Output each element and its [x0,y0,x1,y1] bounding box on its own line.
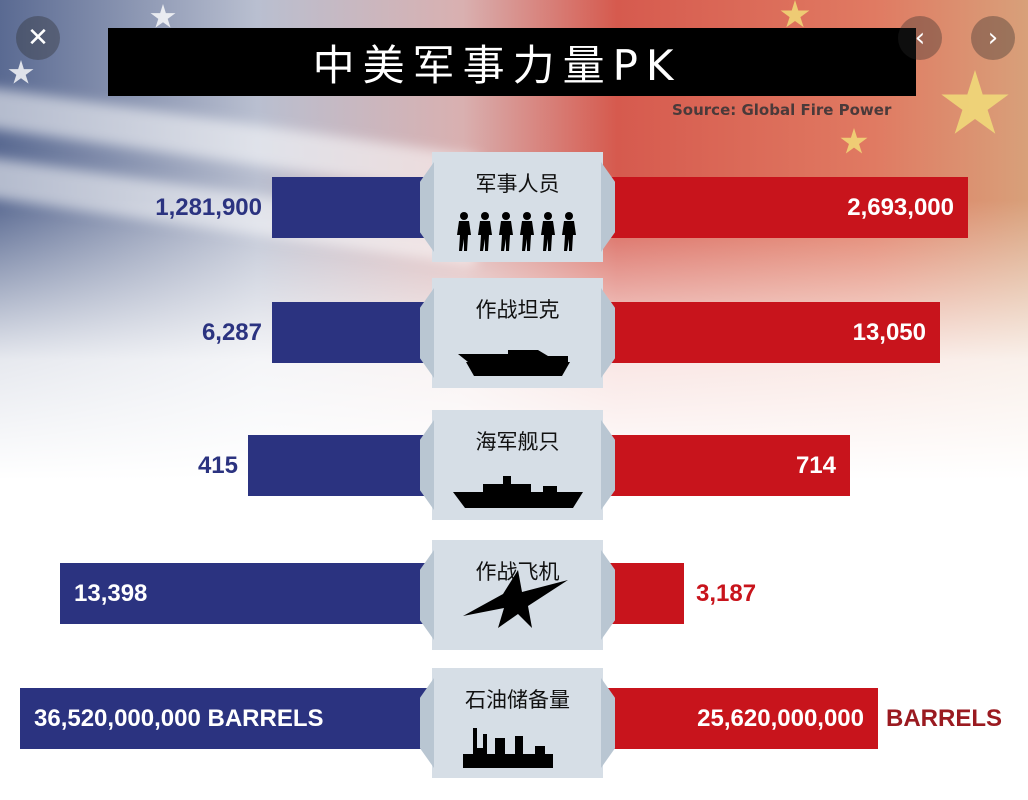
right-bar [603,563,684,624]
category-panel: 海军舰只 [432,410,603,520]
star-icon [940,70,1010,140]
right-value-label: 13,050 [852,319,926,346]
source-note: Source: Global Fire Power [672,101,892,119]
chevron-right-icon: › [987,23,999,53]
category-panel: 作战坦克 [432,278,603,388]
category-panel: 军事人员 [432,152,603,262]
close-icon: ✕ [27,23,49,53]
oil-refinery-icon [432,724,603,768]
star-icon [150,4,176,30]
left-value-label: 415 [197,452,238,479]
star-icon [840,128,868,156]
left-bar [272,177,432,238]
category-panel: 作战飞机 [432,540,603,650]
star-icon [8,60,34,86]
right-bar [603,435,850,496]
next-button[interactable]: › [971,16,1015,60]
category-label: 作战坦克 [475,298,560,322]
right-value-label: 25,620,000,000 [697,705,864,732]
chevron-left-icon: ‹ [914,23,926,53]
category-label: 海军舰只 [475,430,560,454]
left-bar [60,563,432,624]
left-bar [272,302,432,363]
left-value-label: 1,281,900 [155,194,262,221]
left-bar [248,435,432,496]
right-value-label: 2,693,000 [847,194,954,221]
star-icon [780,0,810,30]
title-banner: 中美军事力量PK [108,28,916,96]
right-value-label: 3,187 [696,580,757,607]
category-label: 石油储备量 [465,688,570,712]
right-value-label: 714 [795,452,836,479]
soldiers-icon [432,208,603,252]
category-label: 军事人员 [475,172,560,196]
left-value-label: 6,287 [201,319,262,346]
prev-button[interactable]: ‹ [898,16,942,60]
right-bar [603,177,968,238]
right-bar [603,302,940,363]
left-bar [20,688,432,749]
chart-title: 中美军事力量PK [312,40,682,90]
tank-icon [432,334,603,378]
left-value-label: 13,398 [74,580,148,607]
right-bar [603,688,878,749]
right-unit-label: BARRELS [886,705,1003,732]
category-panel: 石油储备量 [432,668,603,778]
fighter-jet-icon [432,570,603,630]
left-value-label: 36,520,000,000 BARRELS [34,705,324,732]
close-button[interactable]: ✕ [16,16,60,60]
warship-icon [432,466,603,510]
